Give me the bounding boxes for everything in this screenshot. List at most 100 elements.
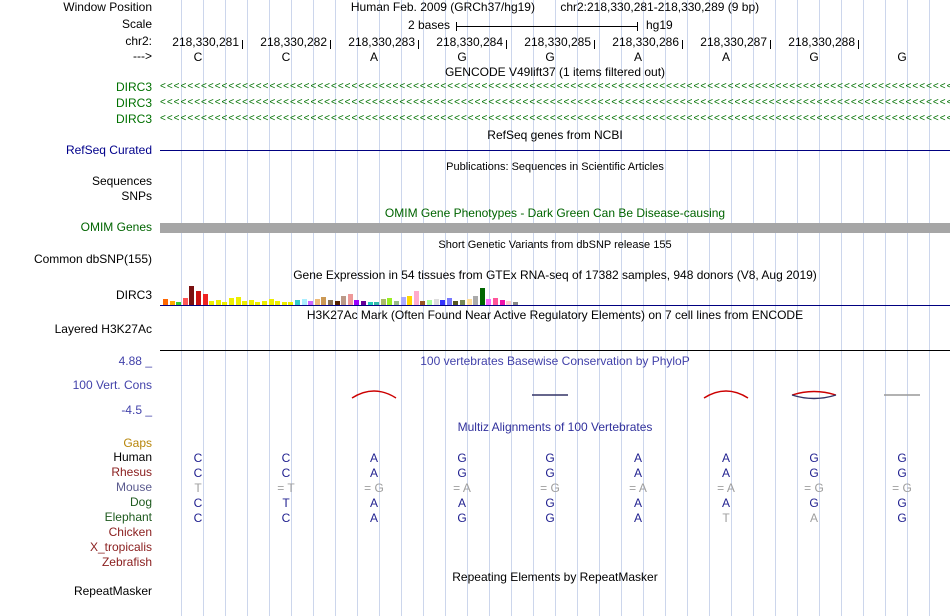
alignment-base: = G — [804, 481, 824, 495]
gene-label-dirc3[interactable]: DIRC3 — [115, 112, 152, 126]
alignment-base: = A — [717, 481, 735, 495]
alignment-base: G — [809, 451, 819, 465]
track-label-repeatmasker[interactable]: RepeatMasker — [73, 584, 152, 598]
gtex-tissue-bar — [301, 299, 307, 305]
gtex-tissue-bar — [288, 302, 294, 305]
gtex-baseline — [160, 305, 950, 306]
gtex-tissue-bar — [308, 301, 314, 305]
alignment-base: G — [457, 451, 467, 465]
track-title-multiz: Multiz Alignments of 100 Vertebrates — [457, 420, 653, 434]
gtex-tissue-bar — [268, 299, 274, 305]
track-label-gtex-dirc3[interactable]: DIRC3 — [115, 288, 152, 302]
track-label-sequences[interactable]: Sequences — [91, 174, 152, 188]
alignment-base: G — [897, 496, 907, 510]
species-label-chicken[interactable]: Chicken — [108, 525, 152, 539]
alignment-base: G — [809, 496, 819, 510]
gtex-tissue-bar — [321, 297, 327, 305]
gtex-tissue-bar — [387, 298, 393, 305]
track-label-100-vert-cons[interactable]: 100 Vert. Cons — [72, 378, 152, 392]
gtex-tissue-bar — [506, 301, 512, 305]
omim-gene-bar[interactable] — [160, 223, 950, 233]
coordinate-label[interactable]: 218,330,284 — [436, 35, 503, 49]
gene-intron-arrow-line[interactable]: <<<<<<<<<<<<<<<<<<<<<<<<<<<<<<<<<<<<<<<<… — [160, 113, 950, 124]
coordinate-tick — [418, 40, 419, 49]
alignment-base: G — [545, 451, 555, 465]
gtex-tissue-bar — [163, 299, 168, 305]
track-title-gtex: Gene Expression in 54 tissues from GTEx … — [293, 268, 817, 282]
track-title-gencode: GENCODE V49lift37 (1 items filtered out) — [444, 65, 666, 79]
track-label-refseq-curated[interactable]: RefSeq Curated — [65, 143, 152, 157]
ruler-base-letter: G — [545, 50, 555, 64]
alignment-base: T — [282, 496, 290, 510]
species-label-mouse[interactable]: Mouse — [115, 480, 152, 494]
track-label-snps[interactable]: SNPs — [121, 189, 152, 203]
track-label-gaps[interactable]: Gaps — [123, 436, 152, 450]
gtex-tissue-bar — [248, 300, 254, 305]
coordinate-label[interactable]: 218,330,283 — [348, 35, 415, 49]
coordinate-label[interactable]: 218,330,281 — [172, 35, 239, 49]
phylop-min-value: -4.5 _ — [121, 403, 152, 417]
alignment-base: G — [545, 511, 555, 525]
track-label-dbsnp[interactable]: Common dbSNP(155) — [33, 252, 152, 266]
coordinate-label[interactable]: 218,330,285 — [524, 35, 591, 49]
track-title-publications: Publications: Sequences in Scientific Ar… — [446, 161, 664, 173]
gtex-tissue-bar — [182, 298, 188, 305]
gtex-tissue-bar — [400, 297, 406, 305]
coordinate-label[interactable]: 218,330,287 — [700, 35, 767, 49]
alignment-base: C — [281, 511, 291, 525]
refseq-gene-line[interactable] — [160, 150, 950, 151]
species-label-dog[interactable]: Dog — [129, 495, 152, 509]
gtex-tissue-bar — [499, 300, 505, 305]
gtex-tissue-bar — [334, 301, 340, 305]
gtex-bar-chart[interactable] — [160, 284, 950, 305]
gtex-tissue-bar — [440, 300, 446, 305]
gtex-tissue-bar — [235, 297, 241, 305]
alignment-base: G — [457, 511, 467, 525]
species-label-x_tropicalis[interactable]: X_tropicalis — [89, 540, 152, 554]
alignment-base: G — [545, 496, 555, 510]
gtex-tissue-bar — [255, 302, 261, 305]
gene-label-dirc3[interactable]: DIRC3 — [115, 80, 152, 94]
alignment-base: G — [545, 466, 555, 480]
ruler-base-letter: C — [281, 50, 291, 64]
track-label-omim-genes[interactable]: OMIM Genes — [80, 220, 152, 234]
coordinate-label[interactable]: 218,330,282 — [260, 35, 327, 49]
gene-label-dirc3[interactable]: DIRC3 — [115, 96, 152, 110]
gtex-tissue-bar — [169, 301, 175, 305]
gene-intron-arrow-line[interactable]: <<<<<<<<<<<<<<<<<<<<<<<<<<<<<<<<<<<<<<<<… — [160, 97, 950, 108]
gtex-tissue-bar — [347, 294, 353, 305]
species-label-human[interactable]: Human — [113, 450, 152, 464]
gtex-tissue-bar — [176, 302, 182, 305]
gtex-tissue-bar — [354, 300, 360, 305]
gene-intron-arrow-line[interactable]: <<<<<<<<<<<<<<<<<<<<<<<<<<<<<<<<<<<<<<<<… — [160, 81, 950, 92]
gtex-tissue-bar — [394, 301, 399, 305]
conservation-mark — [351, 390, 397, 399]
scale-value: 2 bases — [407, 18, 450, 32]
coordinate-tick — [770, 40, 771, 49]
gtex-tissue-bar — [196, 291, 201, 305]
alignment-base: = G — [364, 481, 384, 495]
track-label-h3k27ac[interactable]: Layered H3K27Ac — [54, 322, 152, 336]
species-label-elephant[interactable]: Elephant — [104, 510, 152, 524]
coordinate-label[interactable]: 218,330,288 — [788, 35, 855, 49]
coordinate-label[interactable]: 218,330,286 — [612, 35, 679, 49]
alignment-base: A — [633, 451, 642, 465]
ruler-base-letter: G — [897, 50, 907, 64]
species-label-rhesus[interactable]: Rhesus — [111, 465, 152, 479]
alignment-base: C — [193, 466, 203, 480]
coordinate-tick — [242, 40, 243, 49]
track-title-dbsnp: Short Genetic Variants from dbSNP releas… — [438, 239, 672, 251]
species-label-zebrafish[interactable]: Zebrafish — [101, 555, 152, 569]
strand-arrow-label[interactable]: ---> — [133, 49, 152, 63]
conservation-plot[interactable] — [160, 378, 950, 408]
coordinate-tick — [682, 40, 683, 49]
conservation-mark — [791, 394, 837, 400]
position-range: chr2:218,330,281-218,330,289 (9 bp) — [560, 0, 760, 14]
gtex-tissue-bar — [433, 299, 439, 305]
ruler-base-letter: G — [809, 50, 819, 64]
scale-ruler — [456, 22, 638, 31]
gtex-tissue-bar — [446, 298, 452, 305]
